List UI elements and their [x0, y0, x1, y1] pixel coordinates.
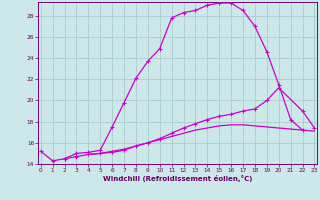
- X-axis label: Windchill (Refroidissement éolien,°C): Windchill (Refroidissement éolien,°C): [103, 175, 252, 182]
